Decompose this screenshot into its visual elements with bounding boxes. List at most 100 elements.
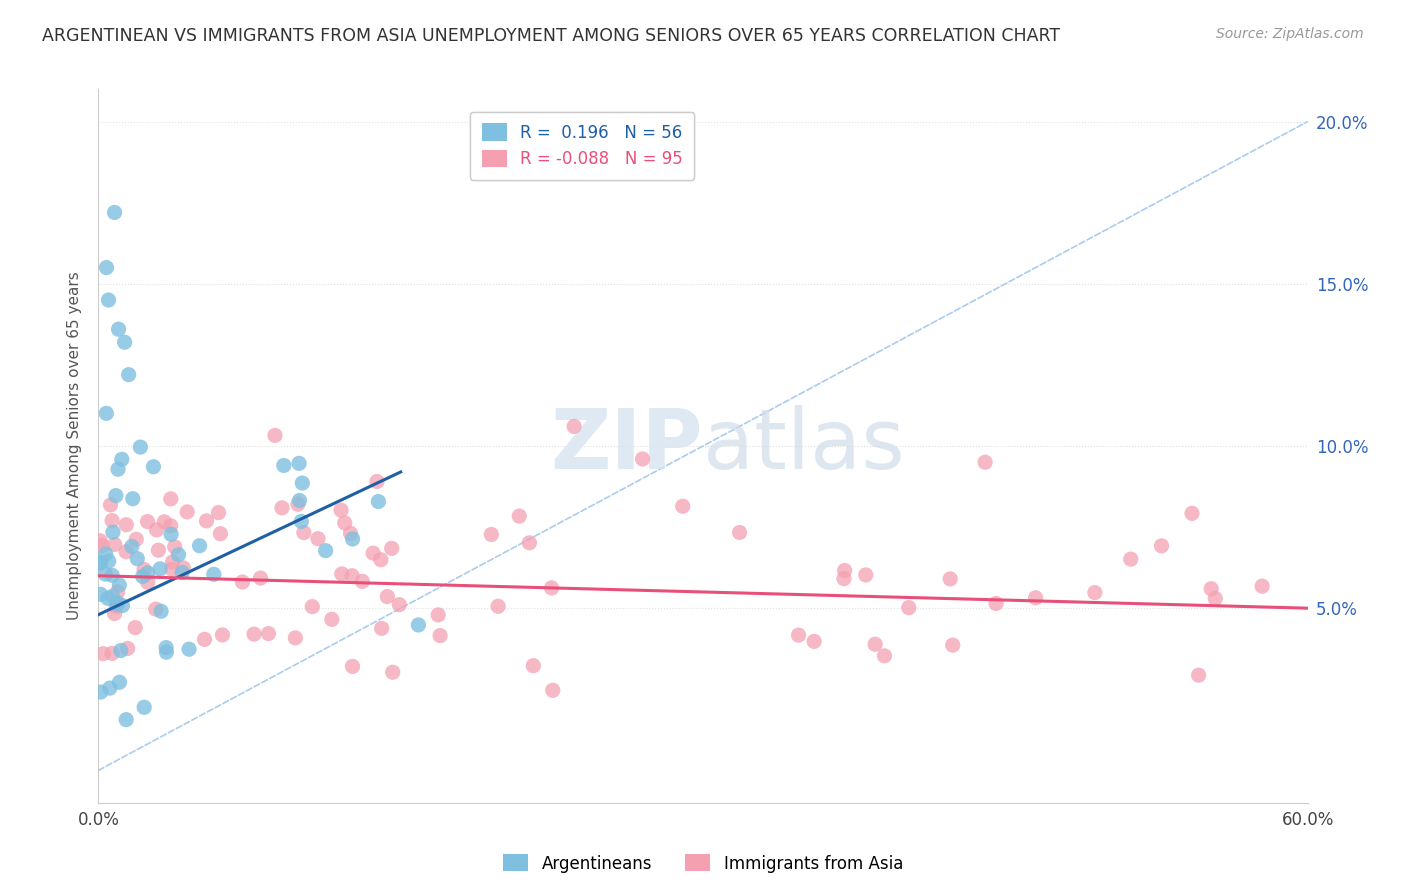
Point	[150, 604, 173, 618]
Point	[107, 584, 129, 599]
Point	[142, 459, 165, 474]
Point	[148, 543, 170, 558]
Point	[110, 643, 132, 657]
Point	[1204, 591, 1226, 606]
Y-axis label: Unemployment Among Seniors over 65 years: Unemployment Among Seniors over 65 years	[67, 272, 83, 620]
Point	[873, 648, 896, 663]
Point	[125, 533, 148, 547]
Point	[117, 641, 139, 656]
Point	[984, 597, 1007, 611]
Point	[834, 564, 856, 578]
Point	[90, 685, 112, 699]
Point	[114, 335, 136, 350]
Point	[209, 526, 232, 541]
Point	[342, 659, 364, 673]
Point	[94, 567, 117, 582]
Point	[160, 527, 183, 541]
Point	[1084, 585, 1107, 599]
Point	[291, 476, 314, 491]
Point	[855, 568, 877, 582]
Point	[97, 293, 120, 307]
Point	[375, 590, 398, 604]
Point	[672, 500, 695, 514]
Point	[522, 658, 544, 673]
Point	[388, 598, 411, 612]
Point	[288, 456, 311, 470]
Point	[134, 700, 156, 714]
Point	[105, 597, 128, 611]
Point	[271, 500, 294, 515]
Point	[91, 647, 114, 661]
Point	[145, 523, 167, 537]
Point	[307, 532, 329, 546]
Point	[631, 452, 654, 467]
Point	[863, 637, 886, 651]
Point	[370, 552, 392, 566]
Point	[159, 491, 181, 506]
Point	[155, 640, 177, 655]
Point	[136, 566, 159, 580]
Point	[100, 498, 122, 512]
Legend: Argentineans, Immigrants from Asia: Argentineans, Immigrants from Asia	[496, 847, 910, 880]
Point	[330, 503, 353, 517]
Point	[315, 543, 337, 558]
Point	[101, 589, 124, 603]
Point	[105, 599, 128, 614]
Point	[107, 596, 129, 610]
Point	[162, 555, 184, 569]
Point	[188, 539, 211, 553]
Point	[352, 574, 374, 589]
Point	[541, 683, 564, 698]
Point	[149, 562, 172, 576]
Point	[231, 574, 253, 589]
Point	[1181, 506, 1204, 520]
Point	[803, 634, 825, 648]
Point	[136, 515, 159, 529]
Point	[172, 566, 194, 580]
Point	[728, 525, 751, 540]
Point	[366, 475, 388, 489]
Point	[479, 527, 502, 541]
Point	[98, 681, 121, 695]
Point	[207, 506, 229, 520]
Point	[288, 493, 311, 508]
Point	[172, 561, 194, 575]
Point	[129, 440, 152, 454]
Point	[89, 556, 111, 570]
Point	[264, 428, 287, 442]
Point	[115, 713, 138, 727]
Point	[121, 491, 143, 506]
Point	[101, 646, 124, 660]
Point	[101, 568, 124, 582]
Point	[136, 575, 159, 590]
Point	[121, 540, 143, 554]
Point	[249, 571, 271, 585]
Point	[153, 515, 176, 529]
Point	[367, 494, 389, 508]
Point	[124, 621, 146, 635]
Point	[1251, 579, 1274, 593]
Point	[176, 505, 198, 519]
Point	[145, 602, 167, 616]
Point	[104, 607, 127, 621]
Point	[273, 458, 295, 473]
Point	[193, 632, 215, 647]
Point	[104, 489, 127, 503]
Point	[292, 525, 315, 540]
Text: Source: ZipAtlas.com: Source: ZipAtlas.com	[1216, 27, 1364, 41]
Point	[159, 518, 181, 533]
Point	[97, 554, 120, 568]
Point	[942, 638, 965, 652]
Point	[342, 532, 364, 546]
Point	[1025, 591, 1047, 605]
Point	[107, 462, 129, 476]
Point	[163, 540, 186, 554]
Point	[540, 581, 562, 595]
Point	[381, 541, 404, 556]
Point	[91, 539, 114, 553]
Point	[211, 628, 233, 642]
Point	[832, 572, 855, 586]
Point	[107, 322, 129, 336]
Point	[257, 626, 280, 640]
Point	[202, 567, 225, 582]
